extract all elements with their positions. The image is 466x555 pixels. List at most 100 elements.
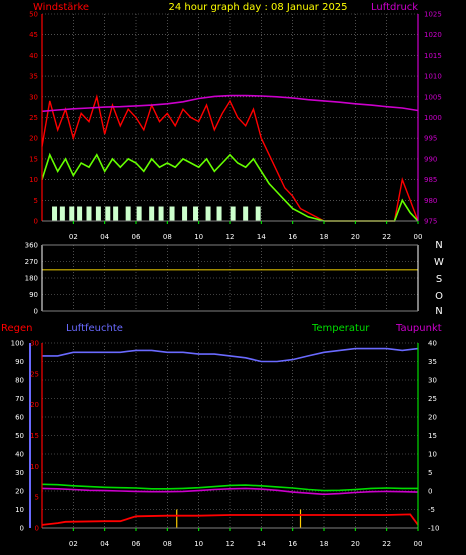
calm-bar bbox=[136, 206, 142, 221]
rain-tick-label: 20 bbox=[30, 401, 39, 409]
x-tick-label: 08 bbox=[163, 233, 172, 241]
climate-axes: 0102030405060708090100051015202530-10-50… bbox=[11, 340, 440, 549]
humidity-tick-label: 70 bbox=[15, 395, 24, 403]
x-tick-label: 22 bbox=[382, 233, 391, 241]
x-tick-label: 04 bbox=[100, 233, 109, 241]
pressure-tick-label: 1000 bbox=[424, 114, 442, 122]
wind-axis-title: Windstärke bbox=[33, 2, 89, 13]
x-tick-label: 00 bbox=[414, 233, 423, 241]
calm-bar bbox=[95, 206, 101, 221]
humidity-axis-title: Luftfeuchte bbox=[66, 323, 123, 334]
wind-tick-label: 15 bbox=[29, 155, 38, 163]
x-tick-label: 02 bbox=[69, 233, 78, 241]
calm-bar bbox=[59, 206, 65, 221]
direction-tick-label: 360 bbox=[25, 242, 38, 250]
x-tick-label: 20 bbox=[351, 540, 360, 548]
x-tick-label: 12 bbox=[226, 540, 235, 548]
x-tick-label: 04 bbox=[100, 540, 109, 548]
temperature-tick-label: -10 bbox=[428, 525, 439, 533]
calm-bar bbox=[105, 206, 111, 221]
x-tick-label: 10 bbox=[194, 233, 203, 241]
x-tick-label: 10 bbox=[194, 540, 203, 548]
temperature-tick-label: 40 bbox=[428, 340, 437, 348]
pressure-tick-label: 980 bbox=[424, 197, 437, 205]
x-tick-label: 12 bbox=[226, 233, 235, 241]
wind-tick-label: 30 bbox=[29, 93, 38, 101]
dew-axis-title: Taupunkt bbox=[395, 323, 442, 334]
pressure-axis-title: Luftdruck bbox=[371, 2, 418, 13]
humidity-tick-label: 100 bbox=[11, 340, 24, 348]
x-tick-label: 18 bbox=[320, 233, 329, 241]
rain-tick-label: 30 bbox=[30, 340, 39, 348]
temperature-tick-label: 10 bbox=[428, 451, 437, 459]
pressure-tick-label: 1010 bbox=[424, 73, 442, 81]
calm-bar bbox=[216, 206, 222, 221]
direction-tick-label: 90 bbox=[29, 291, 38, 299]
temperature-tick-label: 5 bbox=[428, 469, 432, 477]
climate-series bbox=[41, 347, 419, 528]
wind-tick-label: 20 bbox=[29, 135, 38, 143]
rain-tick-label: 15 bbox=[30, 432, 39, 440]
direction-tick-label: 270 bbox=[25, 258, 38, 266]
direction-tick-label: 180 bbox=[25, 275, 38, 283]
temperature-tick-label: 20 bbox=[428, 414, 437, 422]
pressure-tick-label: 1015 bbox=[424, 52, 442, 60]
pressure-tick-label: 1020 bbox=[424, 31, 442, 39]
humidity-tick-label: 20 bbox=[15, 488, 24, 496]
dew-line bbox=[41, 487, 419, 496]
calm-bar bbox=[182, 206, 188, 221]
pressure-tick-label: 985 bbox=[424, 176, 437, 184]
calm-bar bbox=[113, 206, 119, 221]
calm-bar bbox=[193, 206, 199, 221]
x-tick-label: 02 bbox=[69, 540, 78, 548]
wind-axes: 0510152025303540455097598098599099510001… bbox=[29, 11, 442, 242]
direction-tick-label: 0 bbox=[34, 308, 38, 316]
wind-tick-label: 35 bbox=[29, 73, 38, 81]
calm-bar bbox=[243, 206, 249, 221]
calm-bar bbox=[125, 206, 131, 221]
pressure-tick-label: 975 bbox=[424, 218, 437, 226]
x-tick-label: 06 bbox=[132, 233, 141, 241]
humidity-tick-label: 0 bbox=[20, 525, 24, 533]
temperature-tick-label: 0 bbox=[428, 488, 432, 496]
x-tick-label: 00 bbox=[414, 540, 423, 548]
temperature-tick-label: 15 bbox=[428, 432, 437, 440]
wind-tick-label: 10 bbox=[29, 176, 38, 184]
rain-line bbox=[41, 513, 419, 526]
calm-bar bbox=[158, 206, 164, 221]
temperature-tick-label: -5 bbox=[428, 506, 435, 514]
chart-title: 24 hour graph day : 08 Januar 2025 bbox=[168, 2, 347, 13]
humidity-tick-label: 30 bbox=[15, 469, 24, 477]
temperature-tick-label: 30 bbox=[428, 377, 437, 385]
compass-letter: O bbox=[435, 291, 443, 302]
rain-tick-label: 0 bbox=[35, 525, 39, 533]
rain-axis-title: Regen bbox=[1, 323, 33, 334]
wind-tick-label: 0 bbox=[34, 218, 38, 226]
humidity-tick-label: 10 bbox=[15, 506, 24, 514]
calm-bar bbox=[230, 206, 236, 221]
calm-bar bbox=[169, 206, 175, 221]
calm-bar bbox=[255, 206, 261, 221]
x-tick-label: 16 bbox=[288, 540, 297, 548]
compass-letter: S bbox=[436, 274, 442, 285]
rain-tick-label: 5 bbox=[35, 494, 39, 502]
compass-letter: N bbox=[435, 240, 442, 251]
compass-letter: N bbox=[435, 306, 442, 317]
x-tick-label: 14 bbox=[257, 540, 266, 548]
x-tick-label: 22 bbox=[382, 540, 391, 548]
wind-tick-label: 50 bbox=[29, 11, 38, 19]
humidity-tick-label: 50 bbox=[15, 432, 24, 440]
pressure-tick-label: 1005 bbox=[424, 93, 442, 101]
calm-bar bbox=[77, 206, 83, 221]
calm-bar bbox=[86, 206, 92, 221]
temperature-line bbox=[41, 483, 418, 492]
x-tick-label: 20 bbox=[351, 233, 360, 241]
humidity-tick-label: 40 bbox=[15, 451, 24, 459]
calm-markers bbox=[52, 206, 261, 221]
wind-tick-label: 5 bbox=[34, 197, 38, 205]
humidity-tick-label: 90 bbox=[15, 358, 24, 366]
calm-bar bbox=[69, 206, 75, 221]
wind-tick-label: 25 bbox=[29, 114, 38, 122]
